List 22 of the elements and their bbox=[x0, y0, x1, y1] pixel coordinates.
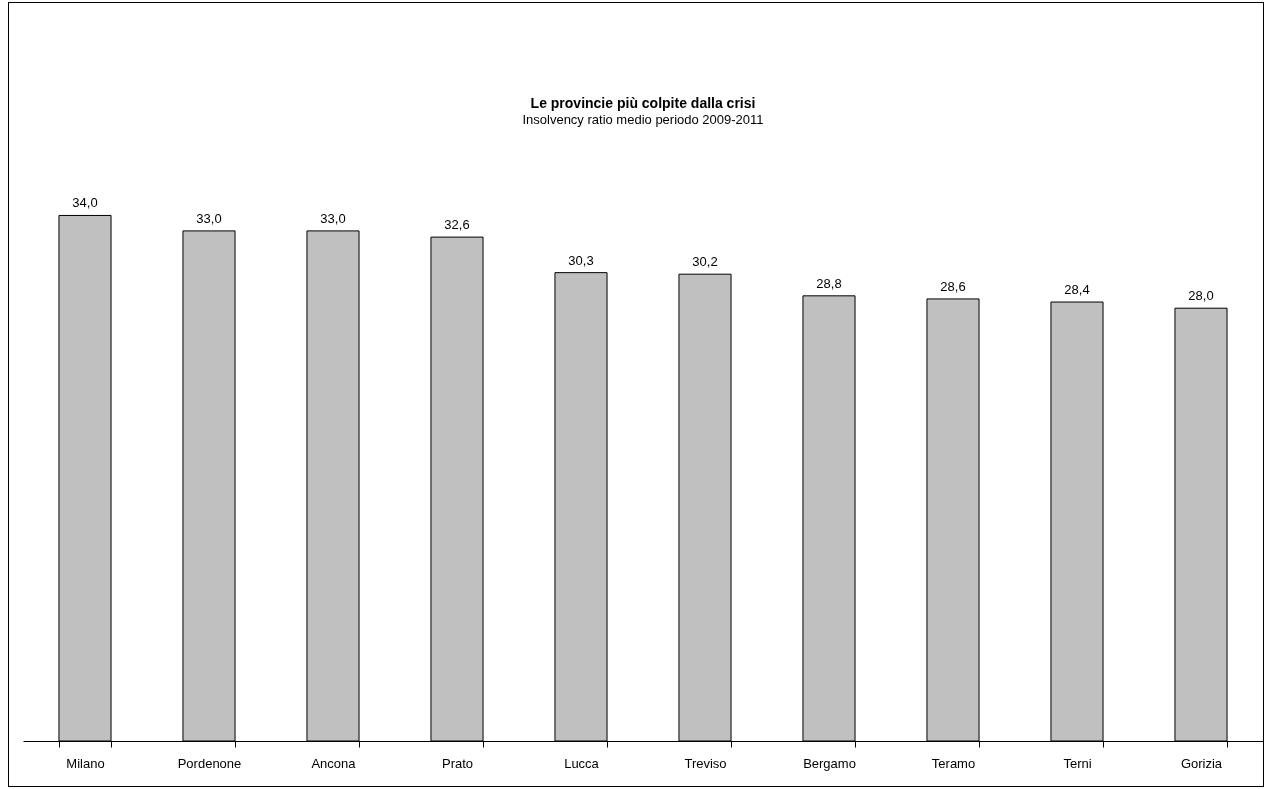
data-label: 28,4 bbox=[1064, 282, 1090, 298]
data-label: 30,3 bbox=[568, 252, 594, 268]
x-tick-label: Lucca bbox=[564, 755, 600, 771]
data-label: 28,6 bbox=[940, 278, 966, 294]
x-tick-label: Treviso bbox=[684, 755, 727, 771]
x-tick-label: Prato bbox=[441, 755, 474, 771]
data-label: 33,0 bbox=[196, 210, 222, 226]
data-label: 28,8 bbox=[816, 275, 842, 291]
x-tick-label: Terni bbox=[1063, 755, 1092, 771]
data-label: 30,2 bbox=[692, 254, 718, 270]
x-tick-label: Gorizia bbox=[1180, 755, 1223, 771]
chart-subtitle: Insolvency ratio medio periodo 2009-2011 bbox=[522, 112, 764, 128]
x-tick-label: Milano bbox=[66, 755, 105, 771]
data-label: 32,6 bbox=[444, 217, 470, 233]
data-label: 33,0 bbox=[320, 210, 346, 226]
data-label: 34,0 bbox=[72, 195, 98, 211]
x-tick-label: Bergamo bbox=[803, 755, 856, 771]
chart-title: Le provincie più colpite dalla crisi bbox=[530, 95, 756, 112]
x-tick-label: Teramo bbox=[931, 755, 976, 771]
data-label: 28,0 bbox=[1188, 288, 1214, 304]
x-tick-label: Pordenone bbox=[177, 755, 242, 771]
x-tick-label: Ancona bbox=[311, 755, 357, 771]
